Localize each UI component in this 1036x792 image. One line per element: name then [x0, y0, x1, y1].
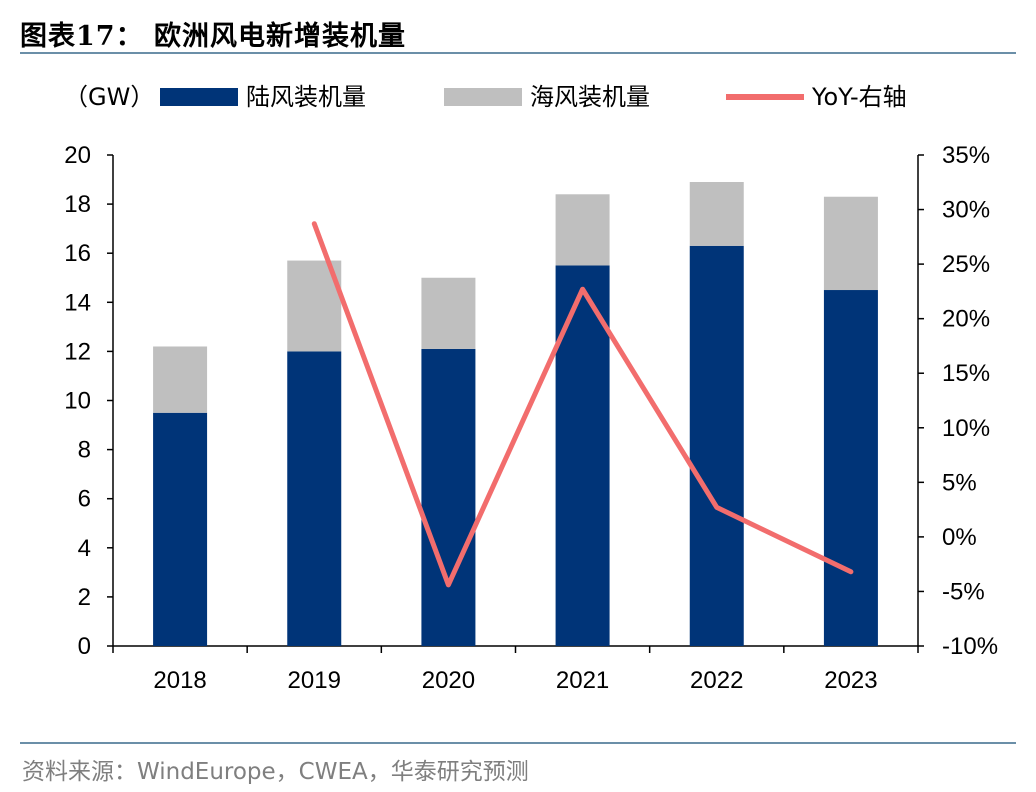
chart-title: 图表17： 欧洲风电新增装机量 — [20, 21, 406, 52]
y2-tick-label: 25% — [942, 251, 990, 278]
title-divider — [20, 52, 1016, 54]
bar-offshore — [555, 194, 610, 266]
source-note: 资料来源：WindEurope，CWEA，华泰研究预测 — [22, 759, 529, 785]
bars — [153, 182, 878, 646]
y2-tick-label: 0% — [942, 524, 977, 551]
y-tick-label: 12 — [64, 338, 91, 365]
y-tick-label: 18 — [64, 191, 91, 218]
legend-label-onshore: 陆风装机量 — [246, 83, 366, 111]
unit-label: （GW） — [64, 83, 154, 111]
bar-onshore — [287, 351, 342, 646]
y2-tick-label: 35% — [942, 142, 990, 169]
x-tick-label: 2022 — [690, 667, 743, 694]
x-tick-label: 2019 — [288, 667, 341, 694]
x-tick-label: 2018 — [153, 667, 206, 694]
y2-tick-label: -10% — [942, 633, 998, 660]
y2-tick-label: 20% — [942, 306, 990, 333]
bar-onshore — [421, 348, 476, 646]
bar-offshore — [823, 196, 878, 291]
y2-tick-label: 15% — [942, 360, 990, 387]
bar-offshore — [153, 346, 208, 413]
axes: 0 2 4 6 8 10 12 14 16 18 20 -10% -5% 0% 5% 10% 15% 20% 25%… — [64, 142, 998, 694]
y-tick-label: 10 — [64, 388, 91, 415]
footer-divider — [20, 742, 1016, 744]
y2-tick-label: 30% — [942, 197, 990, 224]
bar-onshore — [689, 245, 744, 646]
y-tick-label: 14 — [64, 289, 91, 316]
y-tick-label: 16 — [64, 240, 91, 267]
bar-onshore — [823, 290, 878, 646]
bar-onshore — [153, 412, 208, 646]
y2-tick-label: 10% — [942, 415, 990, 442]
y-tick-label: 4 — [78, 535, 91, 562]
y-tick-label: 0 — [78, 633, 91, 660]
x-tick-label: 2020 — [422, 667, 475, 694]
y2-tick-label: 5% — [942, 469, 977, 496]
x-tick-label: 2023 — [824, 667, 877, 694]
legend-label-offshore: 海风装机量 — [530, 83, 650, 111]
x-tick-label: 2021 — [556, 667, 609, 694]
legend-swatch-onshore — [160, 88, 238, 106]
y-tick-label: 6 — [78, 486, 91, 513]
yoy-series — [311, 221, 854, 588]
bar-offshore — [689, 182, 744, 246]
bar-offshore — [421, 277, 476, 349]
chart-canvas: （GW） 陆风装机量 海风装机量 YoY-右轴 0 2 4 6 8 10 12 14 16 18 2… — [64, 83, 998, 694]
legend-label-yoy: YoY-右轴 — [811, 83, 907, 111]
y-tick-label: 8 — [78, 437, 91, 464]
yoy-line — [311, 221, 854, 588]
y-tick-label: 2 — [78, 584, 91, 611]
legend: （GW） 陆风装机量 海风装机量 YoY-右轴 — [64, 83, 907, 111]
y-tick-label: 20 — [64, 142, 91, 169]
legend-swatch-offshore — [444, 88, 522, 106]
y2-tick-label: -5% — [942, 578, 985, 605]
